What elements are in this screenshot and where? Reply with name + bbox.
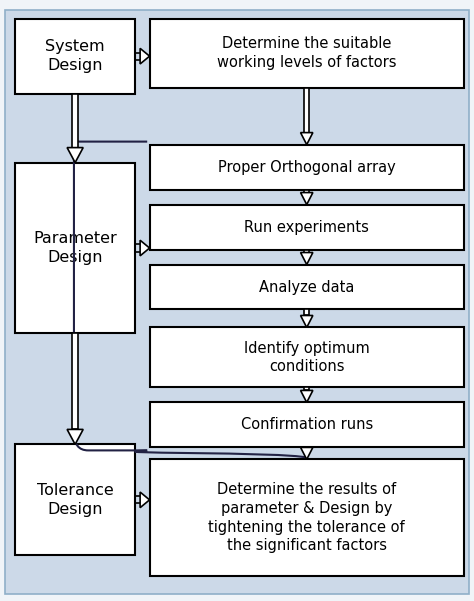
Text: Tolerance
Design: Tolerance Design — [37, 483, 113, 517]
Bar — [304, 189, 309, 192]
FancyBboxPatch shape — [15, 19, 136, 94]
Polygon shape — [67, 430, 83, 444]
FancyBboxPatch shape — [150, 264, 464, 310]
Text: Determine the results of
parameter & Design by
tightening the tolerance of
the s: Determine the results of parameter & Des… — [209, 483, 405, 554]
Text: Identify optimum
conditions: Identify optimum conditions — [244, 341, 370, 374]
Text: Proper Orthogonal array: Proper Orthogonal array — [218, 160, 396, 174]
Polygon shape — [301, 447, 313, 459]
Text: Run experiments: Run experiments — [244, 219, 369, 234]
Bar — [304, 310, 309, 316]
Text: System
Design: System Design — [46, 39, 105, 73]
FancyBboxPatch shape — [150, 403, 464, 447]
FancyBboxPatch shape — [15, 444, 136, 555]
Polygon shape — [301, 133, 313, 145]
Bar — [304, 88, 309, 133]
Polygon shape — [140, 48, 150, 64]
Bar — [304, 249, 309, 252]
FancyBboxPatch shape — [5, 10, 469, 594]
Polygon shape — [140, 492, 150, 508]
FancyBboxPatch shape — [15, 163, 136, 334]
Polygon shape — [301, 391, 313, 403]
Bar — [72, 94, 78, 148]
Polygon shape — [301, 316, 313, 328]
Bar — [72, 334, 78, 430]
Text: Parameter
Design: Parameter Design — [33, 231, 117, 265]
Bar — [304, 388, 309, 391]
Polygon shape — [301, 192, 313, 204]
FancyBboxPatch shape — [150, 459, 464, 576]
Text: Determine the suitable
working levels of factors: Determine the suitable working levels of… — [217, 36, 396, 70]
FancyBboxPatch shape — [150, 328, 464, 388]
FancyBboxPatch shape — [150, 19, 464, 88]
FancyBboxPatch shape — [150, 145, 464, 189]
Polygon shape — [140, 240, 150, 256]
FancyBboxPatch shape — [150, 204, 464, 249]
Text: Confirmation runs: Confirmation runs — [241, 418, 373, 432]
Polygon shape — [67, 148, 83, 163]
Text: Analyze data: Analyze data — [259, 279, 355, 294]
Polygon shape — [301, 252, 313, 264]
